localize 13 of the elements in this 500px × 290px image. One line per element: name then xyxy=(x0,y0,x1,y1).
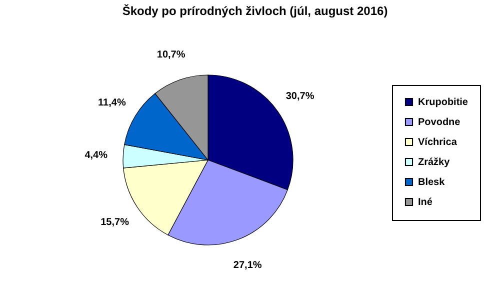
legend-label: Iné xyxy=(418,197,433,208)
legend-label: Zrážky xyxy=(418,157,450,168)
data-label: 11,4% xyxy=(98,97,126,108)
legend-label: Krupobitie xyxy=(418,97,468,108)
legend-label: Blesk xyxy=(418,177,446,188)
legend-label: Povodne xyxy=(418,117,461,128)
data-label: 15,7% xyxy=(100,217,130,228)
chart-title: Škody po prírodných živloch (júl, august 2016) xyxy=(122,4,388,18)
legend-label: Víchrica xyxy=(418,137,458,148)
data-label: 30,7% xyxy=(286,91,314,102)
data-label: 10,7% xyxy=(156,49,186,60)
data-label: 4,4% xyxy=(84,150,108,162)
data-label: 27,1% xyxy=(233,260,262,271)
